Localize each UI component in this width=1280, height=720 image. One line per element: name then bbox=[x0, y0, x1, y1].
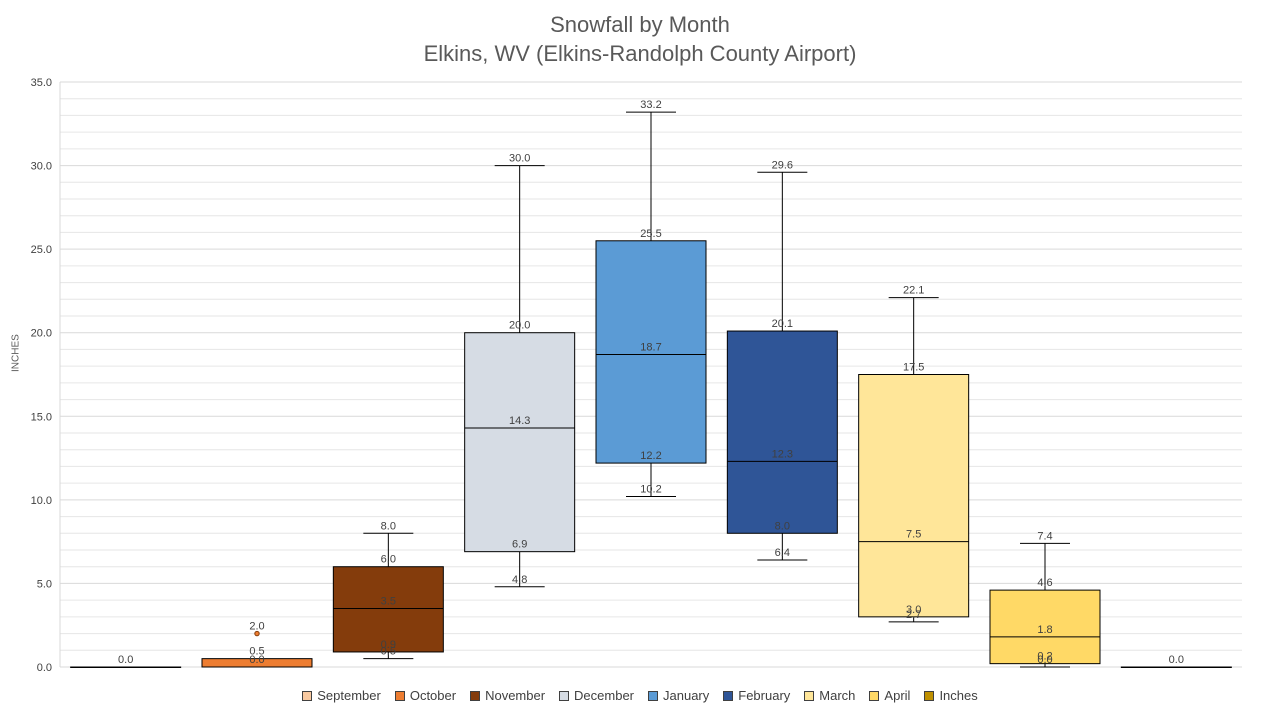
data-label: 7.5 bbox=[906, 529, 921, 541]
data-label: 0.5 bbox=[381, 646, 396, 658]
legend-swatch bbox=[394, 690, 405, 701]
y-tick-label: 5.0 bbox=[37, 578, 52, 590]
data-label: 33.2 bbox=[640, 99, 661, 111]
data-label: 6.0 bbox=[381, 554, 396, 566]
legend-swatch bbox=[470, 690, 481, 701]
legend-swatch bbox=[869, 690, 880, 701]
legend-item-september: September bbox=[302, 688, 381, 703]
box-march: 22.1 17.5 7.5 3.02.7 bbox=[858, 285, 970, 623]
legend-item-february: February bbox=[723, 688, 790, 703]
box-september: 0.0 bbox=[70, 654, 182, 668]
legend-swatch bbox=[924, 690, 935, 701]
box-october: 2.0 0.50.0 bbox=[201, 621, 313, 668]
legend-swatch bbox=[648, 690, 659, 701]
legend-label: December bbox=[574, 688, 635, 703]
data-label: 4.8 bbox=[512, 574, 527, 586]
data-label: 20.0 bbox=[509, 320, 530, 332]
data-label: 6.9 bbox=[512, 539, 527, 551]
data-label: 30.0 bbox=[509, 153, 530, 165]
data-label: 0.5 bbox=[249, 646, 264, 658]
box-january: 33.2 25.5 18.7 12.2 10.2 bbox=[595, 99, 707, 498]
y-tick-label: 20.0 bbox=[31, 328, 52, 340]
legend-label: September bbox=[317, 688, 381, 703]
data-label: 4.6 bbox=[1037, 577, 1052, 589]
data-label: 6.4 bbox=[775, 547, 790, 559]
legend-swatch bbox=[302, 690, 313, 701]
legend-swatch bbox=[804, 690, 815, 701]
box-body bbox=[332, 566, 444, 653]
data-label: 0.0 bbox=[1169, 654, 1184, 666]
box-body bbox=[858, 374, 970, 618]
legend-item-december: December bbox=[559, 688, 634, 703]
legend-label: Inches bbox=[939, 688, 978, 703]
data-label: 14.3 bbox=[509, 415, 530, 427]
box-december: 30.0 20.0 14.3 6.9 4.8 bbox=[464, 153, 576, 588]
data-label: 0.2 bbox=[1037, 651, 1052, 663]
legend-swatch bbox=[559, 690, 570, 701]
data-label: 2.7 bbox=[906, 609, 921, 621]
chart-subtitle: Elkins, WV (Elkins-Randolph County Airpo… bbox=[423, 41, 857, 66]
y-tick-label: 10.0 bbox=[31, 495, 52, 507]
legend-swatch bbox=[723, 690, 734, 701]
data-label: 22.1 bbox=[903, 285, 924, 297]
box-inches: 0.0 bbox=[1120, 654, 1232, 668]
legend-label: April bbox=[884, 688, 911, 703]
data-label: 12.2 bbox=[640, 450, 661, 462]
box-body bbox=[989, 589, 1101, 665]
chart-title-line: Snowfall by Month bbox=[550, 12, 730, 37]
data-label: 25.5 bbox=[640, 228, 661, 240]
data-label: 0.9 bbox=[381, 639, 396, 651]
data-label: 20.1 bbox=[772, 318, 793, 330]
legend-item-january: January bbox=[648, 688, 709, 703]
legend-label: February bbox=[738, 688, 791, 703]
data-label: 3.0 bbox=[906, 604, 921, 616]
legend-item-inches: Inches bbox=[924, 688, 978, 703]
legend-item-march: March bbox=[804, 688, 855, 703]
data-label: 10.2 bbox=[640, 484, 661, 496]
data-label: 8.0 bbox=[775, 520, 790, 532]
box-body bbox=[464, 332, 576, 553]
y-tick-label: 35.0 bbox=[31, 77, 52, 89]
y-tick-labels: 0.0 5.0 10.0 15.0 20.0 25.0 30.0 35.0 bbox=[31, 77, 52, 674]
legend-label: November bbox=[485, 688, 546, 703]
data-label: 0.0 bbox=[1037, 654, 1052, 666]
legend-item-april: April bbox=[869, 688, 910, 703]
box-november: 8.0 6.0 3.5 0.90.5 bbox=[332, 520, 444, 660]
legend: September October November December January F… bbox=[0, 688, 1280, 703]
box-plot: 0.0 5.0 10.0 15.0 20.0 25.0 30.0 35.0 0.0 2.0 0.5… bbox=[31, 77, 1242, 674]
box-body bbox=[726, 330, 838, 534]
chart-title: Snowfall by Month Elkins, WV (Elkins-Ran… bbox=[0, 10, 1280, 68]
y-tick-label: 25.0 bbox=[31, 244, 52, 256]
data-label: 2.0 bbox=[249, 621, 264, 633]
data-label: 3.5 bbox=[381, 596, 396, 608]
legend-item-october: October bbox=[394, 688, 457, 703]
data-label: 1.8 bbox=[1037, 624, 1052, 636]
data-label: 29.6 bbox=[772, 159, 793, 171]
legend-item-november: November bbox=[470, 688, 545, 703]
legend-label: March bbox=[819, 688, 856, 703]
outlier-point bbox=[254, 630, 260, 637]
data-label: 7.4 bbox=[1037, 530, 1052, 542]
box-february: 29.6 20.1 12.3 8.0 6.4 bbox=[726, 159, 838, 561]
data-label: 0.0 bbox=[249, 654, 264, 666]
data-label: 8.0 bbox=[381, 520, 396, 532]
boxes: 0.02.00.50.08.06.03.50.90.530.020.014.36… bbox=[70, 99, 1232, 668]
box-body bbox=[595, 240, 707, 464]
legend-label: October bbox=[409, 688, 457, 703]
box-april: 7.4 4.6 1.8 0.20.0 bbox=[989, 530, 1101, 668]
data-label: 18.7 bbox=[640, 341, 661, 353]
y-tick-label: 30.0 bbox=[31, 161, 52, 173]
legend-label: January bbox=[663, 688, 710, 703]
y-tick-label: 15.0 bbox=[31, 411, 52, 423]
data-label: 0.0 bbox=[118, 654, 133, 666]
y-tick-label: 0.0 bbox=[37, 662, 52, 674]
data-label: 17.5 bbox=[903, 362, 924, 374]
data-label: 12.3 bbox=[772, 448, 793, 460]
